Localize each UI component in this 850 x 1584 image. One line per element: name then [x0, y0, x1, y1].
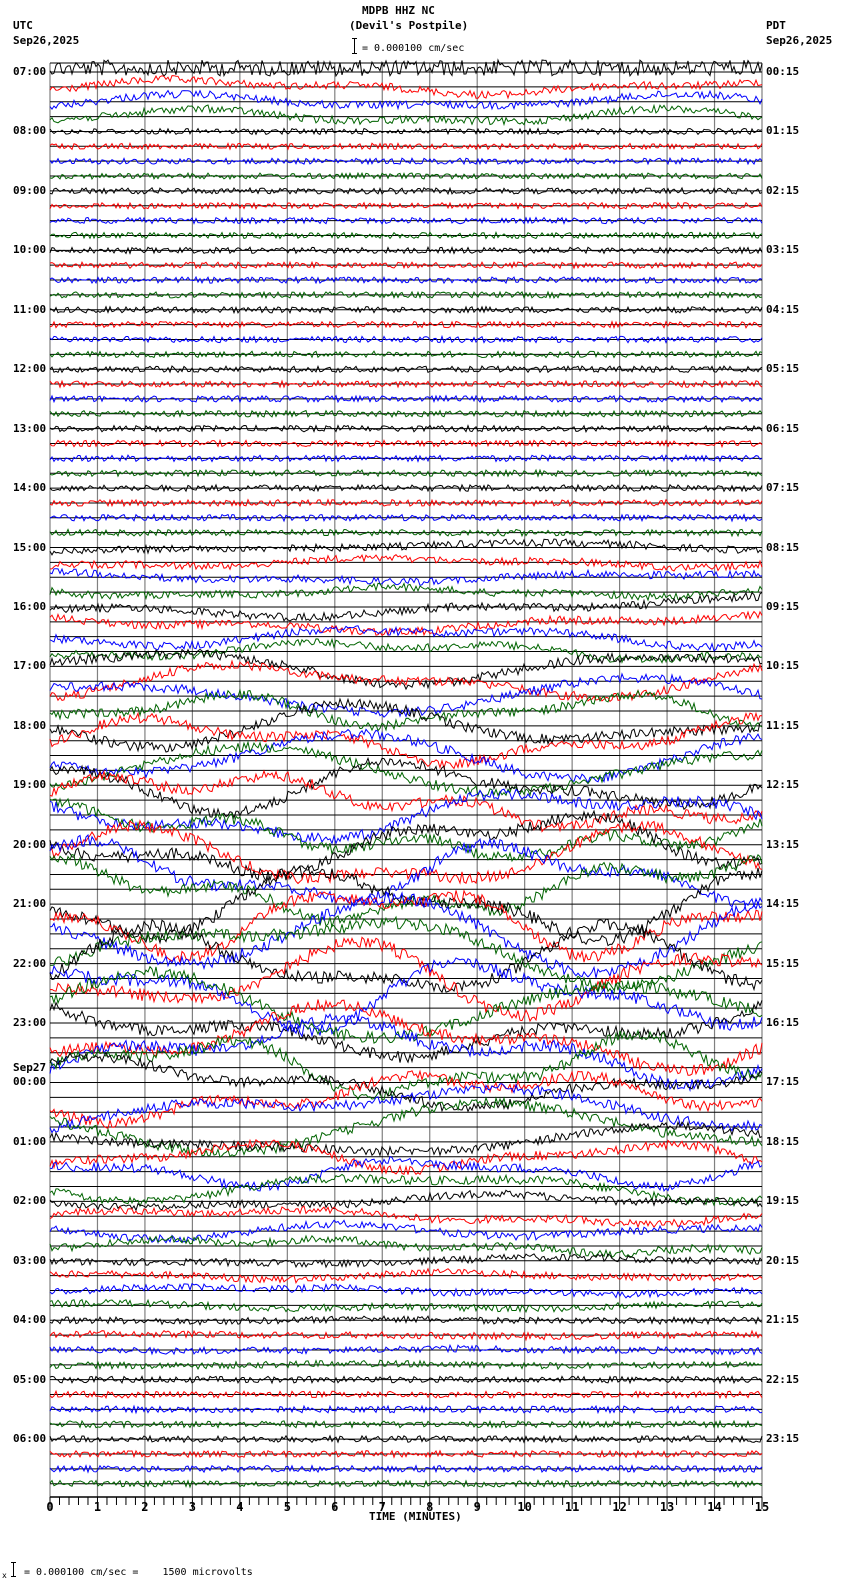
x-tick-label: 2 — [141, 1500, 149, 1514]
pdt-hour-label: 13:15 — [766, 837, 800, 851]
utc-hour-label: 11:00 — [13, 302, 47, 316]
right-date: Sep26,2025 — [766, 34, 833, 47]
pdt-hour-label: 14:15 — [766, 897, 800, 911]
pdt-hour-label: 08:15 — [766, 540, 800, 554]
pdt-hour-label: 05:15 — [766, 362, 800, 376]
x-tick-label: 12 — [612, 1500, 627, 1514]
pdt-hour-label: 11:15 — [766, 718, 800, 732]
utc-hour-label: 20:00 — [13, 837, 47, 851]
x-tick-label: 14 — [707, 1500, 722, 1514]
station-location: (Devil's Postpile) — [349, 19, 469, 32]
utc-hour-label: 15:00 — [13, 540, 47, 554]
utc-hour-label: 17:00 — [13, 659, 47, 673]
pdt-hour-label: 09:15 — [766, 599, 800, 613]
scale-label: = 0.000100 cm/sec — [362, 43, 465, 54]
x-tick-label: 11 — [564, 1500, 580, 1514]
x-tick-label: 3 — [188, 1500, 197, 1514]
pdt-hour-label: 21:15 — [766, 1313, 800, 1327]
x-tick-label: 8 — [426, 1500, 434, 1514]
left-date: Sep26,2025 — [13, 34, 80, 47]
pdt-hour-label: 04:15 — [766, 302, 800, 316]
pdt-hour-label: 22:15 — [766, 1372, 800, 1386]
utc-hour-label: 02:00 — [13, 1194, 47, 1208]
pdt-hour-label: 17:15 — [766, 1075, 800, 1089]
utc-hour-label: 21:00 — [13, 897, 47, 911]
utc-hour-label: 01:00 — [13, 1134, 47, 1148]
utc-hour-label: 04:00 — [13, 1313, 47, 1327]
pdt-hour-label: 20:15 — [766, 1253, 800, 1267]
pdt-hour-label: 01:15 — [766, 124, 800, 138]
utc-hour-label: 22:00 — [13, 956, 47, 970]
pdt-hour-label: 03:15 — [766, 243, 800, 257]
utc-hour-label: 19:00 — [13, 778, 47, 792]
utc-hour-label: 23:00 — [13, 1016, 47, 1030]
utc-hour-label: 03:00 — [13, 1253, 47, 1267]
x-tick-label: 13 — [659, 1500, 675, 1514]
left-timezone: UTC — [13, 19, 33, 32]
date-change-label: Sep27 — [13, 1061, 47, 1075]
utc-hour-label: 16:00 — [13, 599, 47, 613]
utc-hour-label: 08:00 — [13, 124, 47, 138]
pdt-hour-label: 15:15 — [766, 956, 800, 970]
pdt-hour-label: 07:15 — [766, 481, 800, 495]
x-tick-label: 5 — [283, 1500, 291, 1514]
x-tick-label: 6 — [331, 1500, 339, 1514]
pdt-hour-label: 18:15 — [766, 1134, 800, 1148]
utc-hour-label: 07:00 — [13, 65, 47, 78]
x-tick-label: 1 — [93, 1500, 102, 1514]
utc-hour-label: 18:00 — [13, 718, 47, 732]
utc-hour-label: 12:00 — [13, 362, 47, 376]
x-tick-label: 7 — [378, 1500, 386, 1514]
x-tick-label: 4 — [236, 1500, 244, 1514]
pdt-hour-label: 19:15 — [766, 1194, 800, 1208]
pdt-hour-label: 00:15 — [766, 65, 800, 78]
utc-hour-label: 05:00 — [13, 1372, 47, 1386]
x-tick-label: 0 — [46, 1500, 54, 1514]
pdt-hour-label: 02:15 — [766, 183, 800, 197]
footer-scale-note: = 0.000100 cm/sec = 1500 microvolts — [24, 1567, 253, 1578]
x-tick-label: 10 — [517, 1500, 532, 1514]
utc-hour-label: 00:00 — [13, 1075, 47, 1089]
x-axis-label: TIME (MINUTES) — [369, 1510, 462, 1523]
x-tick-label: 9 — [473, 1500, 481, 1514]
footer-marker: x — [2, 1571, 7, 1580]
pdt-hour-label: 06:15 — [766, 421, 800, 435]
x-tick-label: 15 — [754, 1500, 770, 1514]
utc-hour-label: 10:00 — [13, 243, 47, 257]
scale-bar-icon — [352, 38, 357, 54]
station-title: MDPB HHZ NC — [362, 4, 435, 17]
utc-hour-label: 06:00 — [13, 1432, 47, 1446]
pdt-hour-label: 16:15 — [766, 1016, 800, 1030]
footer-scale-bar-icon — [11, 1562, 16, 1577]
utc-hour-label: 09:00 — [13, 183, 47, 197]
utc-hour-label: 14:00 — [13, 481, 47, 495]
pdt-hour-label: 10:15 — [766, 659, 800, 673]
pdt-hour-label: 12:15 — [766, 778, 800, 792]
right-timezone: PDT — [766, 19, 786, 32]
utc-hour-label: 13:00 — [13, 421, 47, 435]
pdt-hour-label: 23:15 — [766, 1432, 800, 1446]
